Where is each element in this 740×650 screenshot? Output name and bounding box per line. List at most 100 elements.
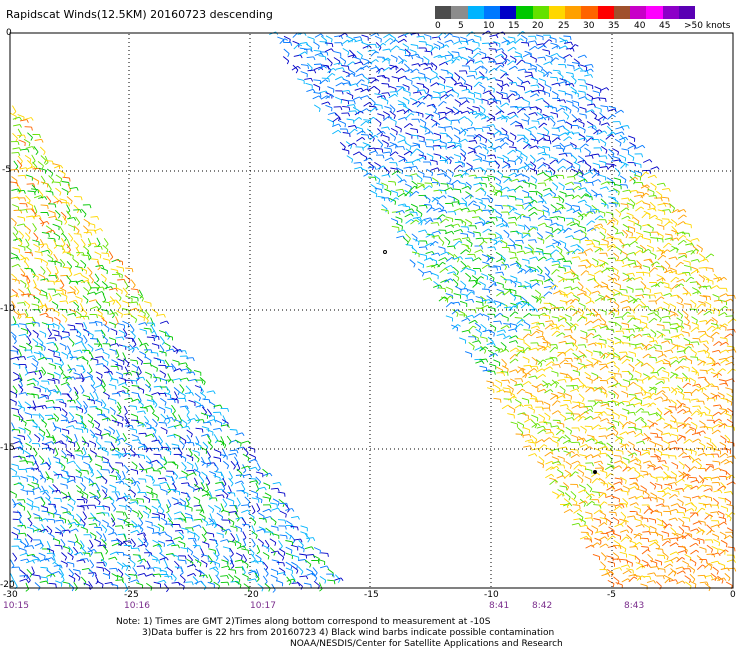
wind-barb bbox=[563, 136, 570, 142]
wind-barb-flag bbox=[94, 572, 97, 577]
wind-barb-flag bbox=[139, 560, 143, 565]
wind-barb-flag bbox=[23, 190, 26, 194]
wind-barb-flag bbox=[104, 494, 108, 499]
wind-barb bbox=[25, 245, 32, 251]
wind-barb-flag bbox=[24, 313, 27, 318]
wind-barb bbox=[194, 442, 202, 447]
wind-barb bbox=[19, 460, 27, 462]
wind-barb-flag bbox=[116, 343, 120, 347]
wind-barb-flag bbox=[161, 510, 165, 515]
wind-barb bbox=[551, 90, 559, 96]
wind-barb-flag bbox=[131, 268, 134, 273]
wind-barb bbox=[579, 106, 587, 110]
wind-barb-flag bbox=[115, 331, 118, 335]
wind-barb bbox=[61, 187, 69, 193]
wind-barb-flag bbox=[75, 528, 79, 532]
wind-barb-flag bbox=[145, 469, 148, 474]
wind-barb bbox=[31, 554, 39, 559]
wind-barb bbox=[304, 546, 312, 550]
wind-barb bbox=[136, 376, 144, 379]
wind-barb-flag bbox=[33, 382, 36, 387]
wind-barb bbox=[76, 524, 84, 526]
wind-barb-flag bbox=[400, 128, 402, 133]
wind-barb bbox=[262, 468, 269, 474]
wind-barb bbox=[236, 545, 244, 550]
wind-barb-flag bbox=[31, 252, 33, 257]
wind-barb bbox=[355, 73, 363, 77]
wind-barb-flag bbox=[122, 481, 125, 485]
wind-barb bbox=[578, 90, 586, 93]
wind-barb bbox=[101, 524, 108, 531]
wind-barb-flag bbox=[508, 99, 510, 103]
wind-barb-flag bbox=[602, 117, 606, 121]
wind-barb bbox=[503, 160, 510, 166]
wind-barb-flag bbox=[68, 202, 70, 207]
wind-barb bbox=[241, 565, 246, 573]
wind-barb bbox=[285, 531, 292, 537]
wind-barb-flag bbox=[60, 178, 63, 183]
wind-barb bbox=[220, 424, 228, 427]
wind-barb bbox=[403, 89, 411, 94]
wind-barb bbox=[94, 518, 101, 523]
wind-barb bbox=[500, 91, 508, 95]
wind-barb bbox=[332, 129, 339, 135]
wind-barb bbox=[88, 299, 96, 303]
wind-barb-flag bbox=[314, 572, 318, 576]
wind-barb bbox=[122, 562, 129, 568]
wind-barb bbox=[108, 495, 115, 502]
wind-barb-flag bbox=[44, 333, 47, 338]
wind-barb bbox=[19, 209, 27, 211]
wind-barb bbox=[40, 181, 48, 185]
wind-barb bbox=[24, 427, 31, 432]
wind-barb bbox=[27, 434, 32, 441]
wind-barb bbox=[185, 505, 193, 509]
wind-barb bbox=[173, 348, 181, 353]
wind-barb-flag bbox=[193, 371, 196, 376]
wind-barb bbox=[438, 116, 446, 121]
wind-barb bbox=[600, 122, 608, 126]
wind-barb-flag bbox=[23, 356, 27, 360]
wind-barb bbox=[151, 343, 159, 346]
wind-barb bbox=[12, 132, 18, 139]
wind-barb bbox=[66, 196, 73, 202]
wind-barb bbox=[233, 575, 241, 581]
wind-barb bbox=[101, 448, 109, 453]
wind-barb bbox=[403, 150, 411, 156]
wind-barb bbox=[255, 568, 260, 576]
wind-barb bbox=[33, 195, 41, 199]
wind-barb bbox=[31, 566, 35, 574]
wind-barb-flag bbox=[222, 494, 225, 499]
wind-barb bbox=[563, 111, 570, 117]
wind-barb-flag bbox=[479, 145, 483, 149]
wind-barb bbox=[100, 329, 106, 336]
wind-barb bbox=[67, 475, 75, 478]
wind-barb bbox=[32, 223, 37, 230]
wind-barb bbox=[10, 217, 17, 224]
wind-barb bbox=[47, 254, 54, 260]
wind-barb bbox=[636, 144, 643, 149]
wind-barb bbox=[605, 163, 614, 165]
wind-barb bbox=[151, 439, 159, 442]
wind-barb bbox=[53, 232, 60, 237]
wind-barb-flag bbox=[485, 70, 488, 74]
wind-barb-flag bbox=[15, 138, 18, 142]
wind-barb-flag bbox=[395, 151, 399, 155]
wind-barb-flag bbox=[464, 138, 469, 143]
wind-barb bbox=[153, 357, 161, 360]
wind-barb bbox=[40, 558, 48, 562]
wind-barb-flag bbox=[125, 567, 129, 571]
wind-barb bbox=[13, 124, 20, 127]
wind-barb bbox=[61, 469, 69, 473]
wind-barb-flag bbox=[136, 575, 138, 579]
wind-barb bbox=[286, 576, 292, 583]
wind-barb bbox=[234, 559, 242, 562]
wind-barb-flag bbox=[100, 246, 103, 250]
wind-barb-flag bbox=[58, 312, 60, 317]
wind-barb bbox=[220, 436, 225, 443]
wind-barb bbox=[165, 348, 173, 352]
wind-barb-flag bbox=[75, 406, 78, 411]
wind-barb-flag bbox=[24, 422, 27, 427]
wind-barb bbox=[384, 37, 391, 44]
wind-barb-flag bbox=[303, 548, 305, 553]
wind-barb bbox=[45, 307, 53, 310]
